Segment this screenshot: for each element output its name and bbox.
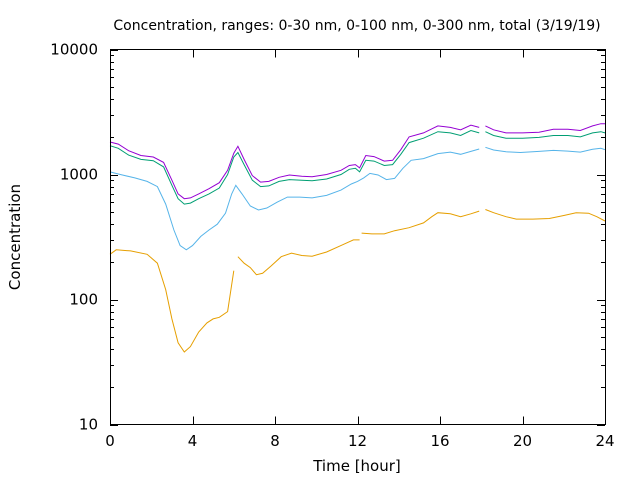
series-3 [109,129,606,205]
series-4-line-segment-1 [109,124,480,200]
series-1-line-segment-3 [361,210,480,235]
y-tick-label: 10 [79,416,98,434]
series-1-line-segment-2 [237,239,360,276]
series-3-line-segment-1 [109,129,480,205]
x-tick-label: 4 [188,432,198,450]
series-1-line-segment-4 [485,209,606,222]
x-axis-label: Time [hour] [312,457,401,475]
y-axis-label: Concentration [6,184,24,290]
x-tick-label: 24 [595,432,614,450]
series-1-line-segment-1 [109,249,235,353]
y-axis: 10 100 1000 10000 [50,41,605,434]
series-2-line-segment-1 [109,148,480,251]
series-4-line-segment-2 [485,123,605,134]
x-tick-label: 8 [270,432,280,450]
y-tick-label: 1000 [60,166,98,184]
series-group [109,123,606,353]
x-tick-label: 20 [513,432,532,450]
series-4 [109,123,605,200]
x-tick-label: 12 [348,432,367,450]
series-1 [109,209,606,353]
series-2 [109,146,606,251]
series-2-line-segment-2 [485,146,606,154]
y-tick-label: 10000 [50,41,98,59]
series-3-line-segment-2 [485,131,606,139]
chart-title: Concentration, ranges: 0-30 nm, 0-100 nm… [113,18,600,34]
x-tick-label: 0 [105,432,115,450]
y-tick-label: 100 [69,291,98,309]
x-tick-label: 16 [430,432,449,450]
